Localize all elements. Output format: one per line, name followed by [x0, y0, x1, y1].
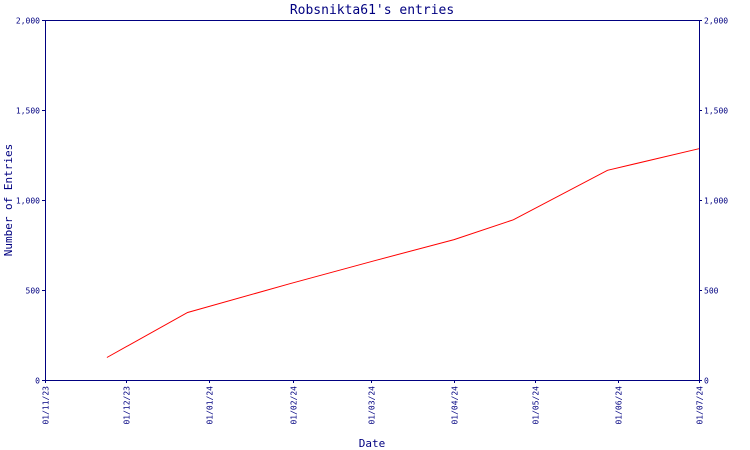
x-tick-label: 01/06/24	[615, 386, 624, 425]
x-tick-label: 01/07/24	[696, 386, 705, 425]
x-tick-label: 01/02/24	[290, 386, 299, 425]
y-tick-label-left: 1,500	[16, 107, 40, 116]
y-axis: 0 0 500 500 1,000 1,000 1,500 1,500 2,000 2,000	[16, 17, 728, 386]
series-line	[106, 148, 700, 358]
y-tick-label-right: 1,500	[704, 107, 728, 116]
y-tick-label-left: 500	[26, 287, 41, 296]
series-layer	[106, 148, 700, 358]
y-tick-label-right: 0	[704, 377, 709, 386]
chart-title: Robsnikta61's entries	[290, 3, 454, 18]
y-tick-label-left: 2,000	[16, 17, 40, 26]
y-tick-label-left: 1,000	[16, 197, 40, 206]
x-tick-label: 01/01/24	[206, 386, 215, 425]
x-axis-label: Date	[359, 437, 386, 450]
y-tick-label-left: 0	[35, 377, 40, 386]
x-tick-label: 01/03/24	[368, 386, 377, 425]
plot-area-frame	[45, 20, 700, 381]
x-tick-label: 01/04/24	[451, 386, 460, 425]
x-tick-label: 01/05/24	[532, 386, 541, 425]
y-axis-label: Number of Entries	[2, 144, 15, 257]
x-axis: 01/11/23 01/12/23 01/01/24 01/02/24 01/03/24…	[42, 380, 705, 425]
x-tick-label: 01/11/23	[42, 386, 51, 425]
y-tick-label-right: 1,000	[704, 197, 728, 206]
y-tick-label-right: 2,000	[704, 17, 728, 26]
y-tick-label-right: 500	[704, 287, 719, 296]
x-tick-label: 01/12/23	[123, 386, 132, 425]
